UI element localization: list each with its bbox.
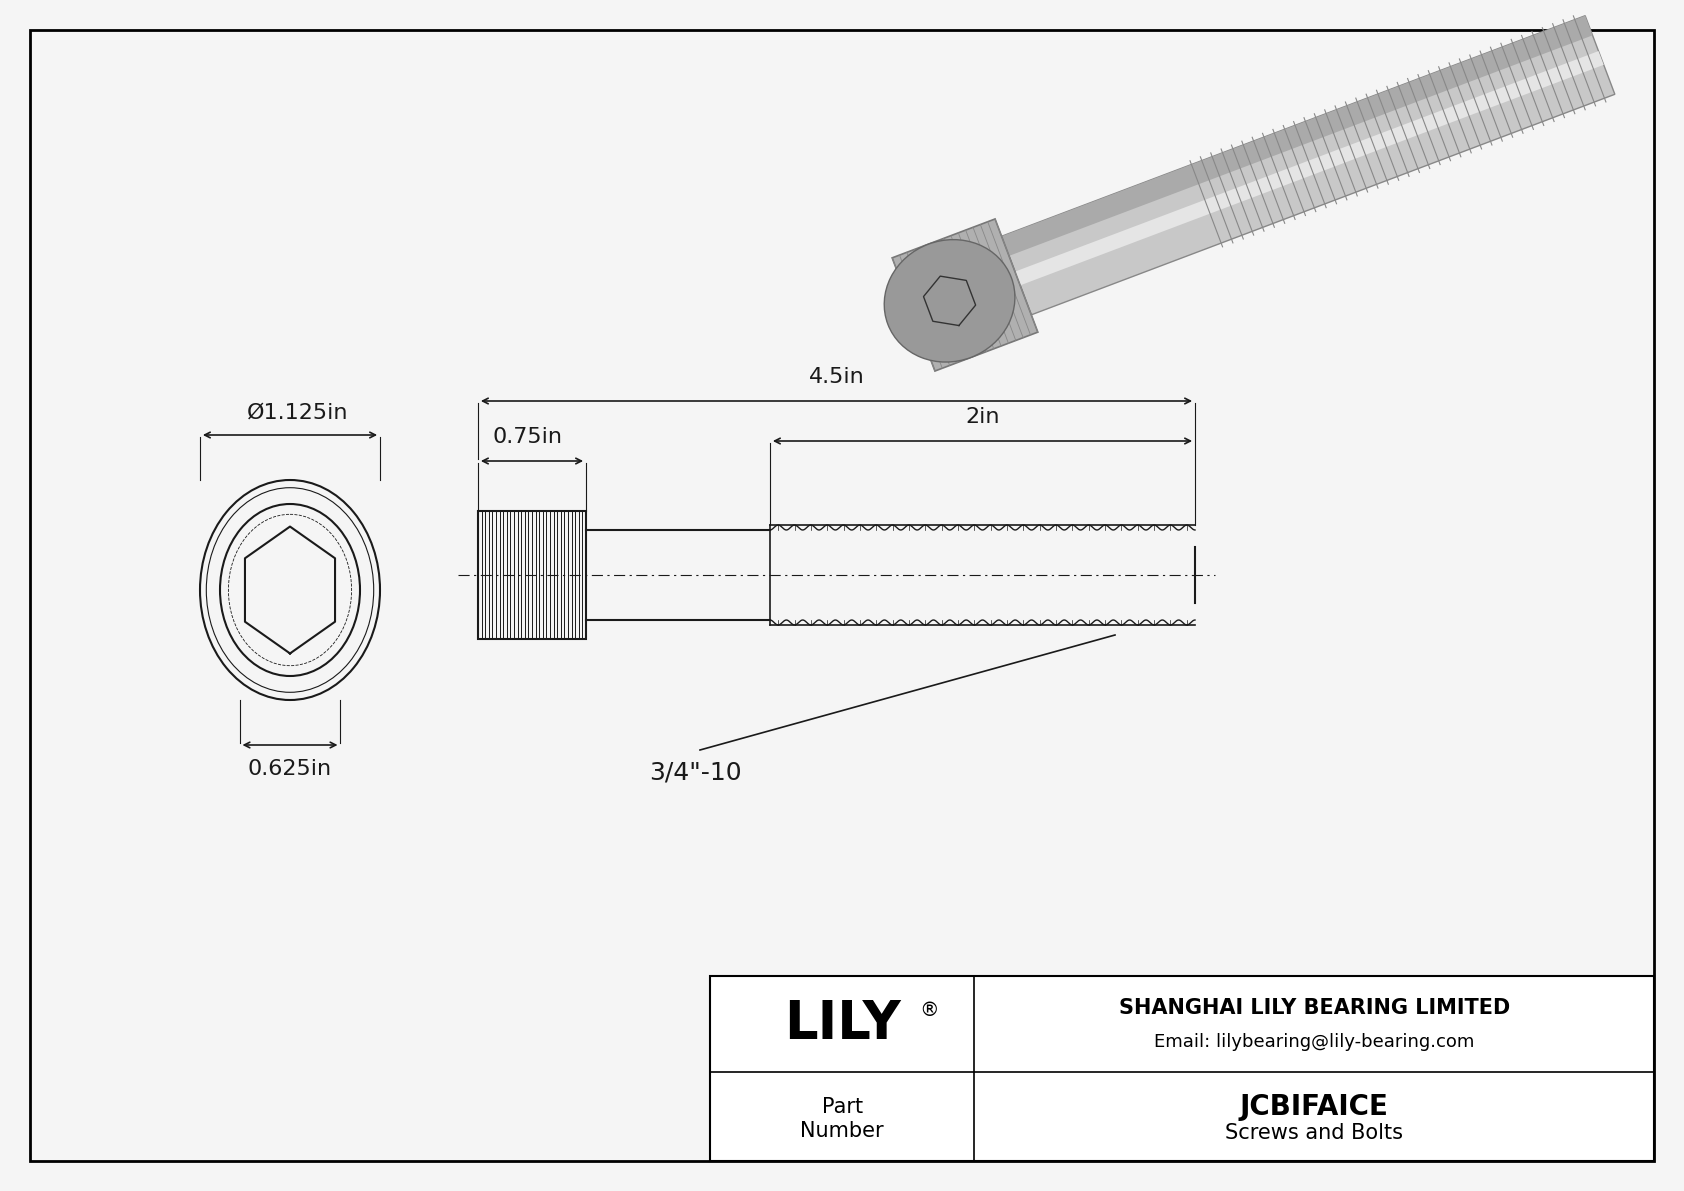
Text: 2in: 2in <box>965 407 1000 428</box>
Polygon shape <box>1002 15 1593 256</box>
Text: 3/4"-10: 3/4"-10 <box>648 760 741 784</box>
Text: 4.5in: 4.5in <box>808 367 864 387</box>
Ellipse shape <box>884 239 1015 362</box>
Text: Email: lilybearing@lily-bearing.com: Email: lilybearing@lily-bearing.com <box>1154 1033 1475 1052</box>
Text: JCBIFAICE: JCBIFAICE <box>1239 1092 1389 1121</box>
Text: Part: Part <box>822 1097 862 1117</box>
Polygon shape <box>893 219 1037 372</box>
Text: Screws and Bolts: Screws and Bolts <box>1226 1123 1403 1142</box>
Polygon shape <box>1015 51 1603 286</box>
Text: 0.75in: 0.75in <box>492 428 562 447</box>
Text: Ø1.125in: Ø1.125in <box>248 403 349 423</box>
Text: SHANGHAI LILY BEARING LIMITED: SHANGHAI LILY BEARING LIMITED <box>1118 998 1511 1018</box>
Polygon shape <box>1002 15 1615 314</box>
Bar <box>711 975 1654 1161</box>
Text: 0.625in: 0.625in <box>248 759 332 779</box>
Text: Number: Number <box>800 1121 884 1141</box>
Text: LILY: LILY <box>783 998 901 1050</box>
Text: ®: ® <box>919 1000 940 1019</box>
Bar <box>478 511 586 640</box>
